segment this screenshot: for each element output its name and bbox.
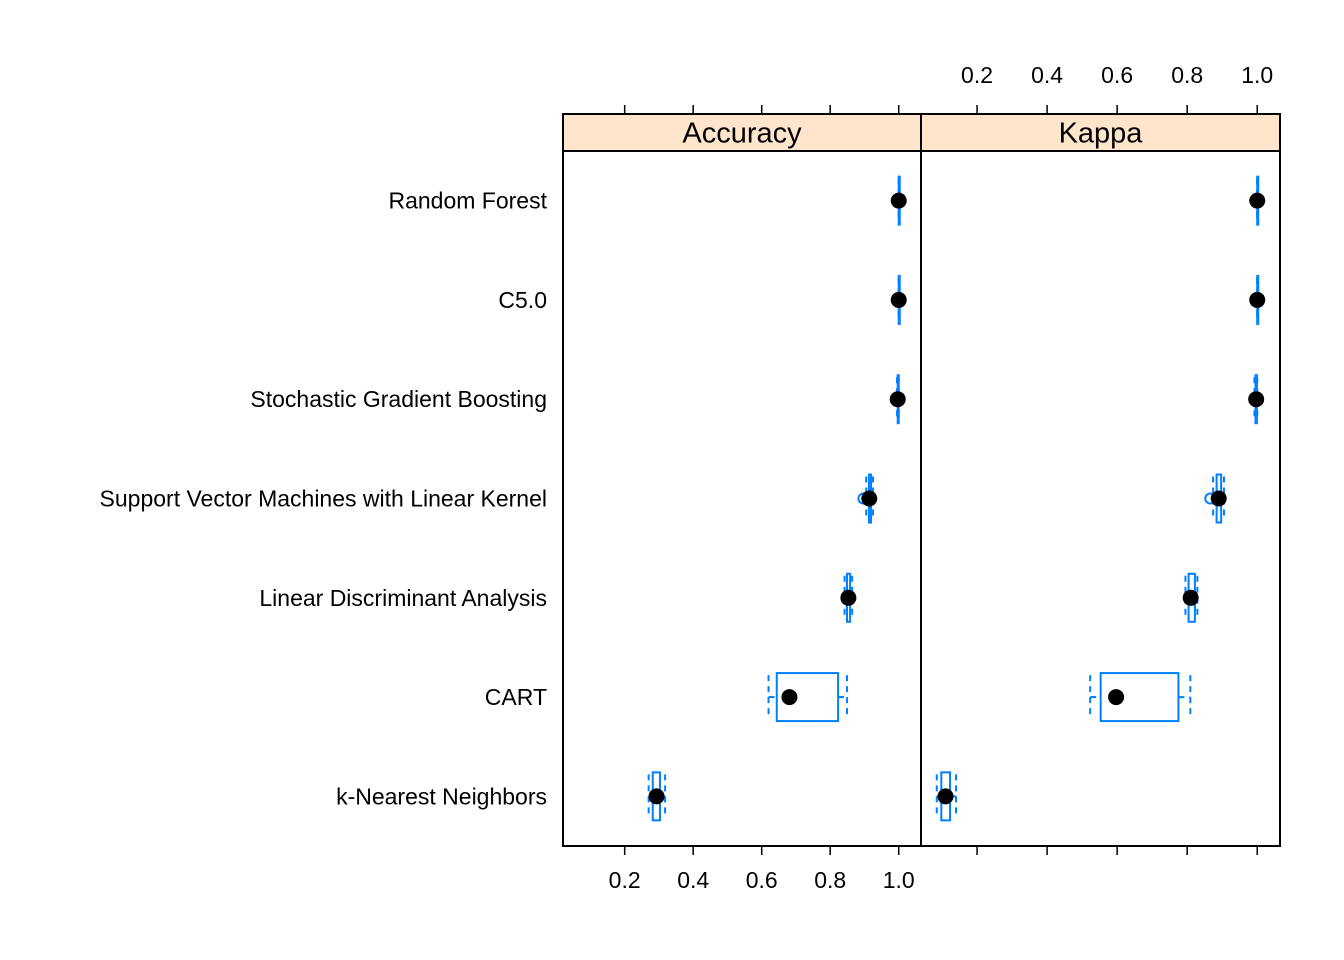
tick-label-accuracy: 0.6: [746, 867, 778, 893]
median-dot: [1248, 391, 1265, 408]
tick-label-accuracy: 0.2: [609, 867, 641, 893]
tick-label-kappa: 0.2: [961, 62, 993, 88]
strip-label-kappa: Kappa: [1059, 118, 1144, 150]
iqr-box: [775, 672, 840, 723]
median-dot: [1249, 291, 1266, 308]
box-kappa-k-nearest-neighbors: [935, 771, 958, 822]
box-kappa-stochastic-gradient-boosting: [1248, 374, 1265, 425]
tick-label-kappa: 0.8: [1171, 62, 1203, 88]
axes: 0.2 0.4 0.6 0.8 1.0 0.2 0.4 0.6 0.8 1.0: [609, 62, 1274, 893]
panel-frames: Accuracy Kappa: [562, 113, 1281, 847]
category-label-cart: CART: [485, 684, 547, 710]
box-accuracy-c5-0: [890, 274, 907, 325]
category-labels: Random Forest C5.0 Stochastic Gradient Boo…: [100, 188, 548, 810]
panel-frame-accuracy: [562, 113, 922, 847]
median-dot: [889, 391, 906, 408]
tick-label-accuracy: 0.8: [814, 867, 846, 893]
box-accuracy-support-vector-machines-with-linear-kernel: [857, 473, 878, 524]
median-dot: [781, 689, 798, 706]
tick-label-accuracy: 0.4: [677, 867, 709, 893]
median-dot: [648, 788, 665, 805]
category-label-support-vector-machines-with-linear-kernel: Support Vector Machines with Linear Kern…: [100, 486, 547, 512]
panels: [647, 175, 1266, 822]
iqr-box: [1099, 672, 1180, 723]
panel-frame-kappa: [920, 113, 1281, 847]
median-dot: [937, 788, 954, 805]
tick-label-kappa: 0.4: [1031, 62, 1063, 88]
median-dot: [840, 589, 857, 606]
tick-label-kappa: 0.6: [1101, 62, 1133, 88]
box-kappa-cart: [1089, 672, 1192, 723]
category-label-c5-0: C5.0: [498, 287, 547, 313]
median-dot: [1249, 192, 1266, 209]
strip-label-accuracy: Accuracy: [682, 118, 802, 150]
category-label-linear-discriminant-analysis: Linear Discriminant Analysis: [259, 585, 547, 611]
box-accuracy-linear-discriminant-analysis: [840, 572, 857, 623]
median-dot: [890, 291, 907, 308]
tick-label-accuracy: 1.0: [883, 867, 915, 893]
median-dot: [1108, 689, 1125, 706]
box-accuracy-stochastic-gradient-boosting: [889, 374, 906, 425]
category-label-k-nearest-neighbors: k-Nearest Neighbors: [336, 783, 547, 809]
strip-kappa: [921, 114, 1280, 151]
median-dot: [890, 192, 907, 209]
median-dot: [1210, 490, 1227, 507]
box-kappa-linear-discriminant-analysis: [1182, 572, 1199, 623]
box-kappa-random-forest: [1249, 175, 1266, 226]
box-accuracy-random-forest: [890, 175, 907, 226]
box-kappa-support-vector-machines-with-linear-kernel: [1204, 473, 1227, 524]
median-dot: [1182, 589, 1199, 606]
median-dot: [861, 490, 878, 507]
category-label-stochastic-gradient-boosting: Stochastic Gradient Boosting: [250, 386, 547, 412]
tick-label-kappa: 1.0: [1241, 62, 1273, 88]
strip-accuracy: [563, 114, 921, 151]
category-label-random-forest: Random Forest: [388, 188, 547, 214]
box-kappa-c5-0: [1249, 274, 1266, 325]
box-accuracy-k-nearest-neighbors: [647, 771, 667, 822]
box-accuracy-cart: [767, 672, 849, 723]
